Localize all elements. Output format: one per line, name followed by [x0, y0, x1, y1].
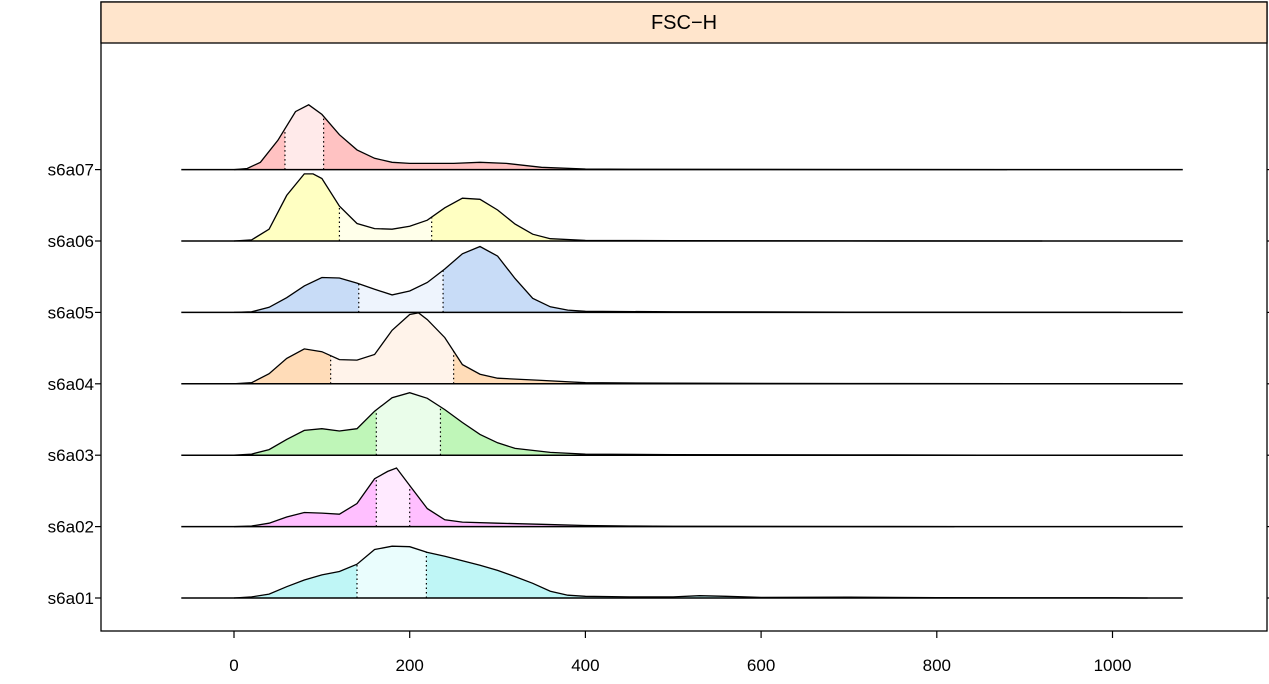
- x-tick-label-0: 0: [229, 656, 238, 675]
- y-tick-label-s6a05: s6a05: [48, 303, 94, 322]
- ridges-layer: [181, 104, 1183, 599]
- iqr-band-s6a06: [339, 206, 432, 241]
- density-area-s6a05: [234, 246, 1122, 313]
- axes-layer: s6a07 s6a06 s6a05 s6a04 s6a03 s6a02 s6a01 0 200 4…: [48, 161, 1269, 675]
- density-area-s6a01: [234, 546, 1148, 598]
- y-tick-label-s6a02: s6a02: [48, 518, 94, 537]
- iqr-band-s6a02: [376, 468, 410, 527]
- strip-background: [100, 1, 1268, 44]
- iqr-band-s6a03: [376, 392, 441, 456]
- ridge-s6a05: [181, 245, 1183, 314]
- density-outline-s6a04: [233, 312, 1157, 385]
- density-outline-s6a06: [233, 173, 1043, 242]
- x-tick-label-200: 200: [396, 656, 424, 675]
- density-area-s6a06: [234, 173, 1043, 241]
- iqr-band-s6a05: [358, 270, 444, 313]
- y-tick-label-s6a03: s6a03: [48, 446, 94, 465]
- panel-frame: [100, 1, 1268, 632]
- ridge-s6a01: [181, 545, 1183, 599]
- x-tick-label-400: 400: [571, 656, 599, 675]
- iqr-band-s6a01: [357, 546, 427, 598]
- ridge-s6a02: [181, 467, 1183, 528]
- ridge-s6a07: [181, 104, 1183, 171]
- x-tick-label-800: 800: [923, 656, 951, 675]
- iqr-band-s6a07: [285, 104, 324, 170]
- x-tick-label-1000: 1000: [1094, 656, 1132, 675]
- density-area-s6a03: [234, 392, 1095, 456]
- ridge-s6a03: [181, 392, 1183, 456]
- strip-label: FSC−H: [651, 12, 717, 34]
- density-outline-s6a03: [233, 392, 1095, 456]
- density-area-s6a07: [234, 104, 1008, 170]
- ridge-s6a06: [181, 173, 1183, 242]
- y-tick-label-s6a04: s6a04: [48, 375, 94, 394]
- density-outline-s6a05: [233, 245, 1122, 314]
- y-tick-label-s6a01: s6a01: [48, 589, 94, 608]
- y-tick-label-s6a06: s6a06: [48, 232, 94, 251]
- x-tick-label-600: 600: [747, 656, 775, 675]
- ridge-s6a04: [181, 312, 1183, 385]
- iqr-band-s6a04: [330, 312, 454, 384]
- y-tick-label-s6a07: s6a07: [48, 161, 94, 180]
- density-area-s6a02: [234, 468, 955, 527]
